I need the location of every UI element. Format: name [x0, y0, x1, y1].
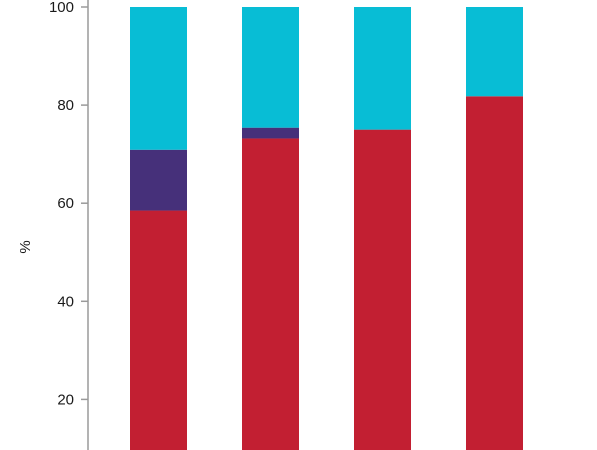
bar-segment-1-series-1	[130, 210, 187, 450]
bar-segment-4-series-1	[466, 96, 523, 450]
bar-segment-2-series-3	[242, 7, 299, 128]
bar-segment-3-series-1	[354, 129, 411, 450]
bars-layer	[130, 7, 523, 450]
bar-segment-2-series-1	[242, 138, 299, 450]
y-axis-label: %	[17, 240, 34, 253]
bar-segment-1-series-2	[130, 149, 187, 211]
bar-segment-2-series-2	[242, 127, 299, 139]
y-axis: 20 40 60 80 100	[49, 0, 89, 450]
y-tick-label-80: 80	[57, 97, 74, 114]
bar-segment-4-series-3	[466, 7, 523, 97]
y-tick-label-100: 100	[49, 0, 74, 16]
bar-segment-1-series-3	[130, 7, 187, 150]
y-tick-label-40: 40	[57, 293, 74, 310]
bar-segment-3-series-3	[354, 7, 411, 130]
y-tick-label-60: 60	[57, 195, 74, 212]
y-tick-label-20: 20	[57, 391, 74, 408]
